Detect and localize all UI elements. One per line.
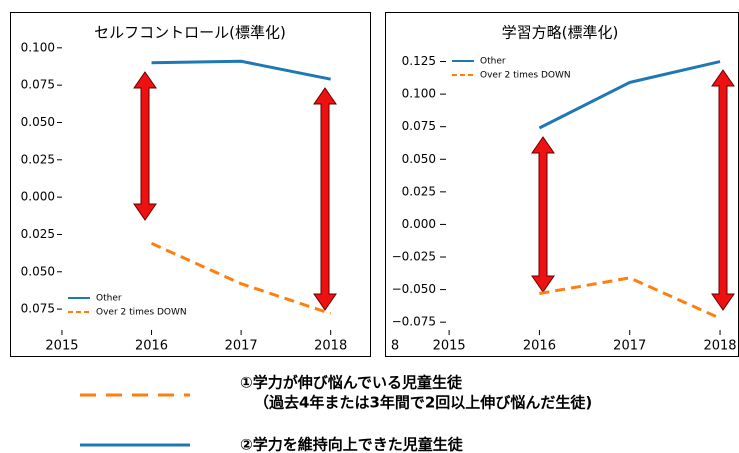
y-tick-label: 0.025 xyxy=(21,227,55,241)
y-tick-label: 0.000 xyxy=(402,217,436,231)
y-tick-label: 0.075 xyxy=(402,119,436,133)
series-line xyxy=(150,242,332,316)
bottom-legend-text: ①学力が伸び悩んでいる児童生徒 xyxy=(240,374,463,392)
y-tick-label: 0.100 xyxy=(402,87,436,101)
legend-label: Other xyxy=(96,294,122,304)
y-tick-label: 0.050 xyxy=(21,115,55,129)
legend-label: Over 2 times DOWN xyxy=(96,308,187,318)
panel-title: セルフコントロール(標準化) xyxy=(94,24,286,42)
legend-label: Other xyxy=(480,57,506,67)
x-tick-label: 2017 xyxy=(225,339,258,354)
red-double-arrow xyxy=(313,87,337,311)
x-tick-label: 2015 xyxy=(45,339,78,354)
y-tick-label: 0.075 xyxy=(21,302,55,316)
x-tick-label: 2015 xyxy=(433,339,466,354)
y-tick-label: 0.075 xyxy=(21,78,55,92)
y-tick-label: 0.000 xyxy=(21,190,55,204)
x-tick-label: 2017 xyxy=(613,339,646,354)
series-line xyxy=(538,60,721,130)
x-tick-label: 2016 xyxy=(523,339,556,354)
red-double-arrow xyxy=(133,71,157,221)
y-tick-label: 0.100 xyxy=(21,40,55,54)
series-line xyxy=(151,59,331,81)
panel-title: 学習方略(標準化) xyxy=(502,24,619,42)
panel-frame xyxy=(10,12,371,357)
series-line xyxy=(539,276,721,320)
x-tick-label: 2018 xyxy=(314,339,347,354)
legend-label: Over 2 times DOWN xyxy=(480,71,571,81)
x-tick-label: 2018 xyxy=(703,339,736,354)
y-tick-label: 0.050 xyxy=(402,152,436,166)
y-tick-label: −0.050 xyxy=(392,282,436,296)
x-tick-fragment: 8 xyxy=(391,339,399,354)
bottom-legend-text: （過去4年または3年間で2回以上伸び悩んだ生徒) xyxy=(254,394,592,412)
y-tick-label: −0.075 xyxy=(392,315,436,329)
y-tick-label: 0.025 xyxy=(402,184,436,198)
red-double-arrow xyxy=(711,69,735,311)
x-tick-label: 2016 xyxy=(135,339,168,354)
y-tick-label: 0.125 xyxy=(402,54,436,68)
y-tick-label: 0.050 xyxy=(21,264,55,278)
bottom-legend-text: ②学力を維持向上できた児童生徒 xyxy=(240,436,464,453)
y-tick-label: 0.025 xyxy=(21,152,55,166)
panel-frame xyxy=(385,12,739,357)
y-tick-label: −0.025 xyxy=(392,250,436,264)
red-double-arrow xyxy=(531,136,555,293)
